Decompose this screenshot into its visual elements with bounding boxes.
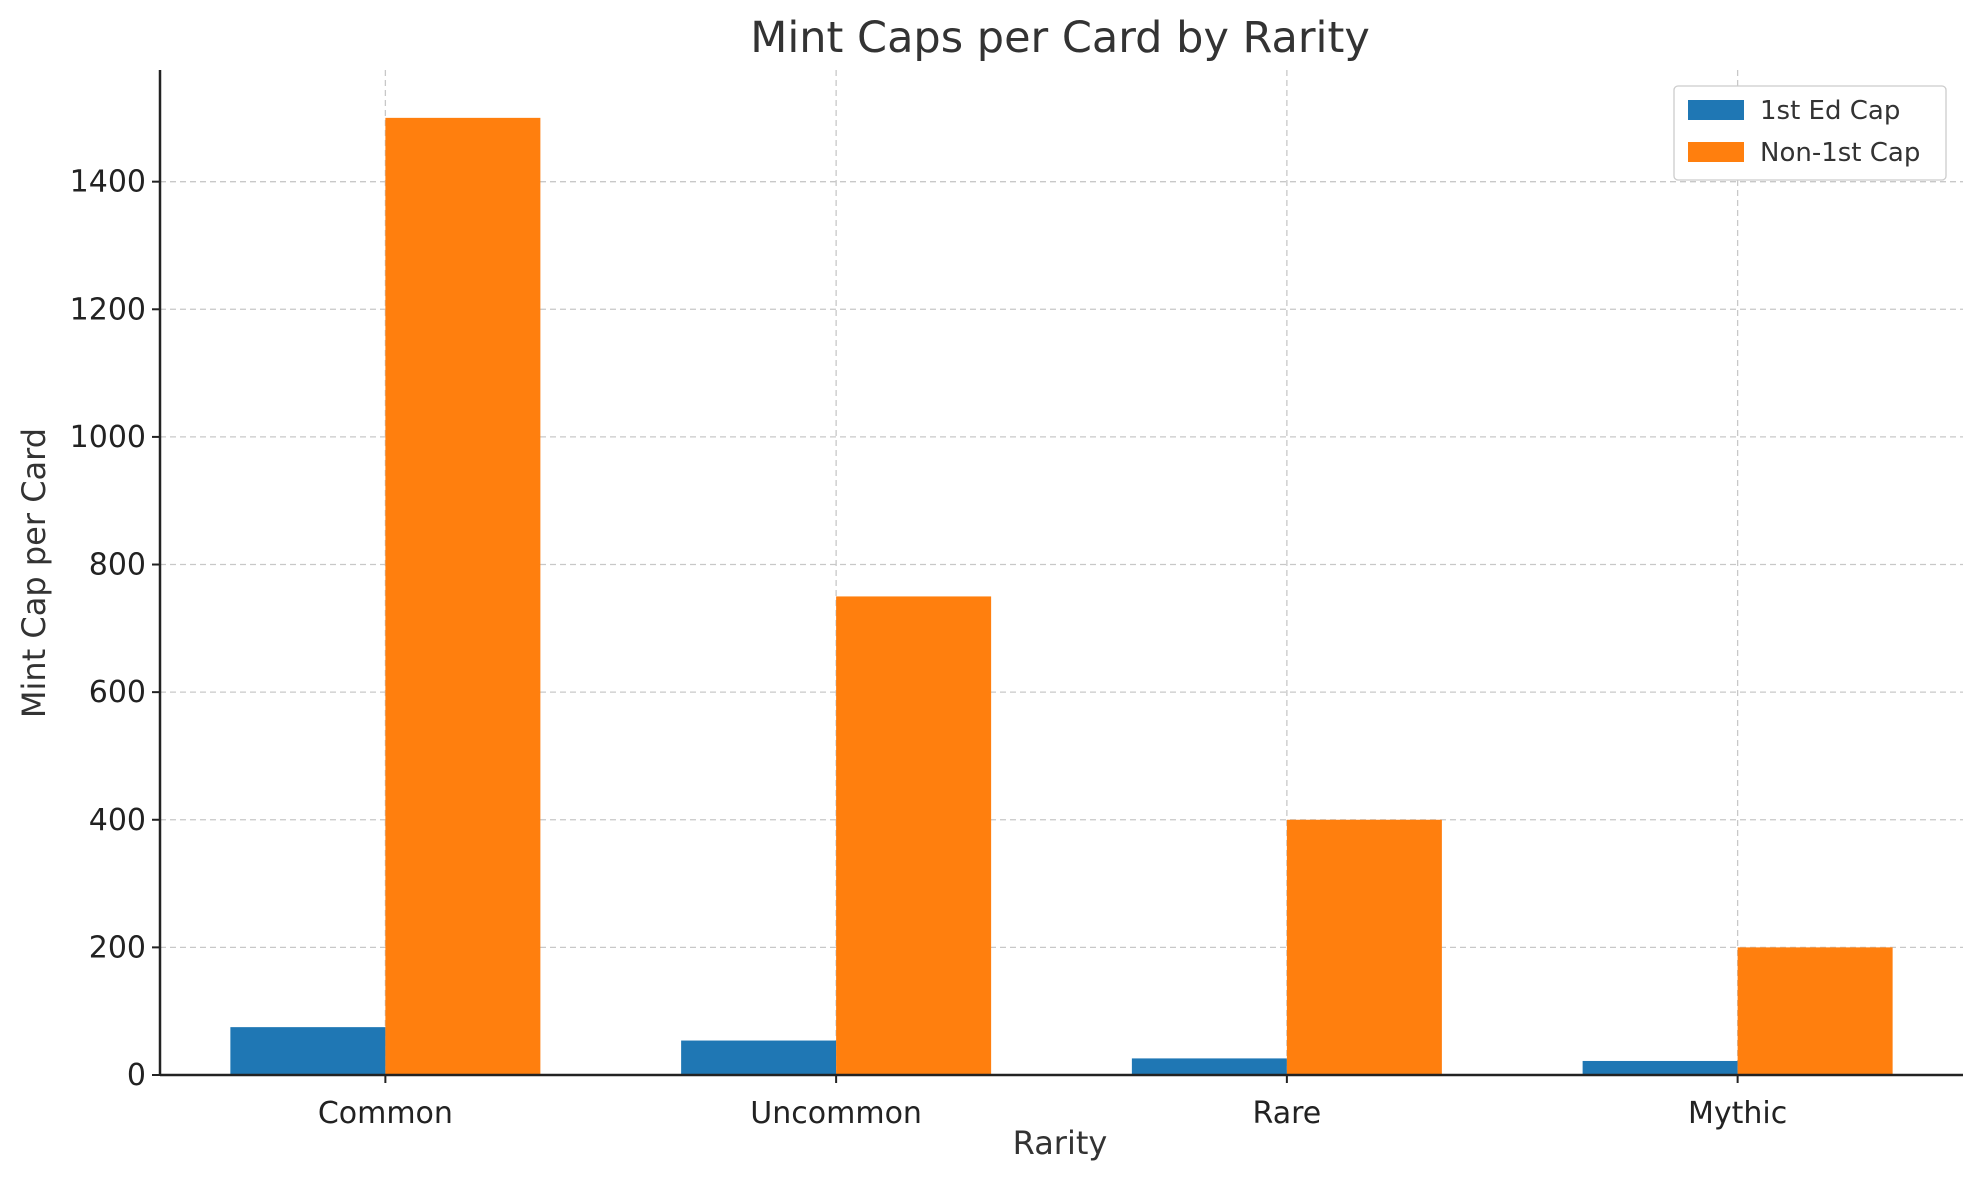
legend-swatch [1688,142,1744,162]
y-tick-label: 1000 [70,420,146,455]
y-tick-label: 400 [89,803,146,838]
y-tick-label: 1200 [70,292,146,327]
x-tick-label: Uncommon [750,1096,922,1131]
x-tick-label: Mythic [1688,1096,1787,1131]
y-tick-label: 600 [89,675,146,710]
x-axis-label: Rarity [1013,1124,1108,1162]
axes [152,70,1963,1083]
bar-1st-ed-cap-mythic [1582,1060,1738,1075]
y-tick-label: 200 [89,930,146,965]
bar-non-1st-cap-rare [1286,819,1442,1075]
bar-non-1st-cap-common [385,117,541,1076]
bar-non-1st-cap-mythic [1737,947,1893,1075]
legend-label: Non-1st Cap [1760,138,1920,168]
y-tick-label: 1400 [70,165,146,200]
x-tick-label: Common [318,1096,453,1131]
y-tick-label: 800 [89,548,146,583]
y-tick-label: 0 [127,1058,146,1093]
bar-non-1st-cap-uncommon [836,596,992,1075]
tick-labels: 0 200 400 600 800 1000 1200 1400 Common Uncommon R… [70,165,1788,1131]
y-axis-label: Mint Cap per Card [15,428,53,718]
legend: 1st Ed Cap Non-1st Cap [1673,85,1947,181]
bars [230,117,1893,1076]
bar-1st-ed-cap-common [230,1027,386,1075]
legend-swatch [1688,100,1744,120]
bar-1st-ed-cap-uncommon [681,1040,837,1075]
bar-1st-ed-cap-rare [1131,1058,1287,1075]
x-tick-label: Rare [1253,1096,1322,1131]
chart-title: Mint Caps per Card by Rarity [750,13,1370,63]
legend-label: 1st Ed Cap [1760,96,1900,126]
